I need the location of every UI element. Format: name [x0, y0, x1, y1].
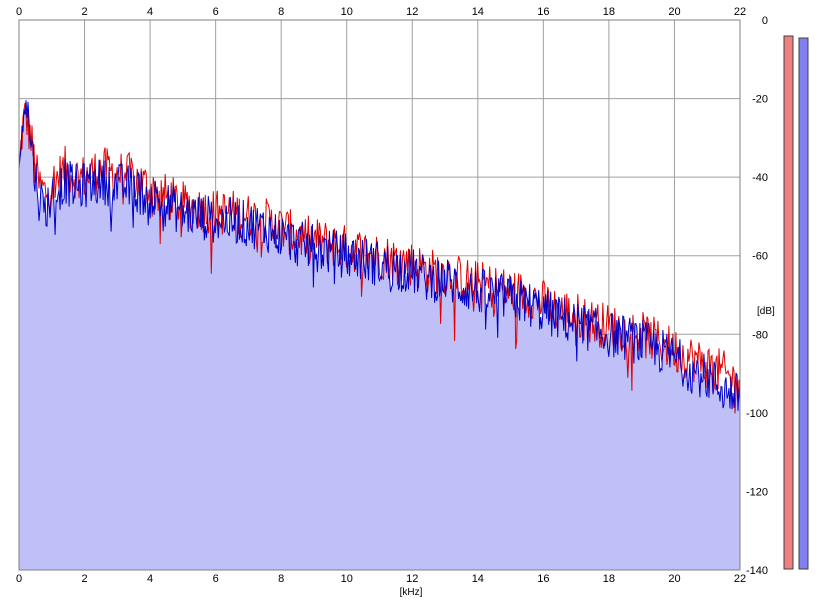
- x-tick-label-bottom: 0: [16, 573, 22, 585]
- x-tick-label-bottom: 10: [341, 573, 353, 585]
- x-tick-label-bottom: 6: [213, 573, 219, 585]
- series-line-left: [18, 102, 741, 414]
- x-tick-label-bottom: 2: [81, 573, 87, 585]
- level-meter-right: [798, 37, 809, 570]
- y-tick-label: 0: [762, 15, 768, 27]
- y-tick-label: -60: [752, 251, 768, 263]
- x-tick-label-top: 12: [406, 6, 418, 18]
- x-tick-label-top: 10: [341, 6, 353, 18]
- y-axis-label: [dB]: [757, 306, 775, 317]
- x-tick-label-bottom: 16: [537, 573, 549, 585]
- spectrum-fill: [19, 100, 740, 571]
- x-tick-label-bottom: 8: [278, 573, 284, 585]
- y-tick-label: -40: [752, 172, 768, 184]
- x-tick-label-top: 2: [81, 6, 87, 18]
- y-tick-label: -120: [746, 486, 768, 498]
- x-tick-label-bottom: 12: [406, 573, 418, 585]
- x-tick-label-bottom: 14: [472, 573, 484, 585]
- y-tick-label: -140: [746, 565, 768, 577]
- x-axis-label: [kHz]: [400, 587, 423, 598]
- x-tick-label-top: 4: [147, 6, 153, 18]
- x-tick-label-top: 20: [668, 6, 680, 18]
- y-tick-label: -20: [752, 94, 768, 106]
- x-tick-label-top: 8: [278, 6, 284, 18]
- x-tick-label-top: 18: [603, 6, 615, 18]
- x-tick-label-bottom: 22: [734, 573, 746, 585]
- y-tick-labels: 0 -20 -40 -60 -80 -100 -120 -140: [746, 15, 768, 577]
- x-tick-label-top: 16: [537, 6, 549, 18]
- plot-frame: [18, 19, 741, 571]
- series-line-right: [18, 100, 741, 411]
- x-tick-label-top: 6: [213, 6, 219, 18]
- x-tick-label-top: 22: [734, 6, 746, 18]
- area-fill: [19, 100, 740, 571]
- y-tick-label: -100: [746, 408, 768, 420]
- x-tick-label-top: 0: [16, 6, 22, 18]
- level-meter-left: [783, 35, 794, 570]
- x-tick-label-bottom: 4: [147, 573, 153, 585]
- x-tick-label-bottom: 18: [603, 573, 615, 585]
- y-tick-label: -80: [752, 329, 768, 341]
- x-tick-label-bottom: 20: [668, 573, 680, 585]
- x-tick-label-top: 14: [472, 6, 484, 18]
